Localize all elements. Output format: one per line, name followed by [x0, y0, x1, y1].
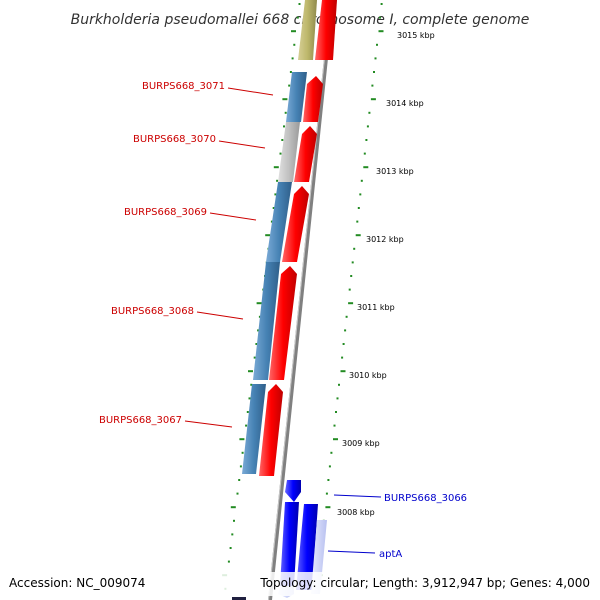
feature-BURPS668_3069-gene[interactable] — [266, 182, 292, 262]
feature-aptA-gene[interactable] — [296, 504, 318, 590]
leader-line — [184, 420, 233, 428]
gene-label-BURPS668_3070[interactable]: BURPS668_3070 — [133, 134, 216, 145]
leader-line — [333, 494, 382, 498]
feature-olive[interactable] — [298, 0, 317, 60]
gene-label-BURPS668_3068[interactable]: BURPS668_3068 — [111, 306, 194, 317]
feature-BURPS668_3066-gene[interactable] — [285, 480, 301, 502]
leader-line — [327, 550, 376, 554]
leader-line — [209, 212, 257, 221]
gene-label-BURPS668_3066[interactable]: BURPS668_3066 — [384, 493, 467, 504]
genome-backbone — [268, 0, 334, 600]
genome-stats-text: Topology: circular; Length: 3,912,947 bp… — [259, 576, 590, 590]
leader-line — [227, 87, 274, 96]
map-title: Burkholderia pseudomallei 668 chromosome… — [71, 12, 530, 28]
feature-blue-left[interactable] — [280, 502, 299, 586]
leader-line — [196, 311, 244, 320]
outer-tick-ring — [315, 3, 384, 590]
feature-BURPS668_3068-gene[interactable] — [253, 262, 280, 380]
reverse-strand-features — [242, 0, 317, 474]
feature-red-arrow-4[interactable] — [282, 186, 309, 262]
tick-label: 3010 kbp — [349, 371, 387, 380]
feature-red-arrow-3[interactable] — [294, 126, 317, 182]
feature-red-arrow-6[interactable] — [259, 384, 283, 476]
tick-label: 3015 kbp — [397, 31, 435, 40]
tick-label: 3011 kbp — [357, 303, 395, 312]
tick-label: 3008 kbp — [337, 508, 375, 517]
forward-strand-features — [259, 0, 337, 476]
gene-label-BURPS668_3069[interactable]: BURPS668_3069 — [124, 207, 207, 218]
gene-labels: BURPS668_3071 BURPS668_3070 BURPS668_306… — [99, 81, 467, 560]
feature-BURPS668_3071-gene[interactable] — [286, 72, 307, 122]
gene-label-BURPS668_3071[interactable]: BURPS668_3071 — [142, 81, 225, 92]
accession-text: Accession: NC_009074 — [9, 576, 145, 590]
tick-label: 3014 kbp — [386, 99, 424, 108]
tick-label: 3012 kbp — [366, 235, 404, 244]
feature-red-arrow-5[interactable] — [269, 266, 297, 380]
tick-label: 3013 kbp — [376, 167, 414, 176]
tick-label: 3009 kbp — [342, 439, 380, 448]
leader-line — [218, 140, 266, 149]
feature-BURPS668_3067-gene[interactable] — [242, 384, 266, 474]
feature-BURPS668_3070-gene[interactable] — [278, 122, 300, 182]
blue-features — [232, 480, 327, 600]
feature-red-arrow-1[interactable] — [315, 0, 337, 60]
feature-red-arrow-2[interactable] — [303, 76, 323, 122]
footer-background — [0, 572, 600, 596]
gene-label-aptA[interactable]: aptA — [379, 549, 402, 560]
feature-dark-stub[interactable] — [232, 597, 246, 600]
tick-labels: 3015 kbp 3014 kbp 3013 kbp 3012 kbp 3011… — [337, 31, 435, 517]
gene-label-BURPS668_3067[interactable]: BURPS668_3067 — [99, 415, 182, 426]
